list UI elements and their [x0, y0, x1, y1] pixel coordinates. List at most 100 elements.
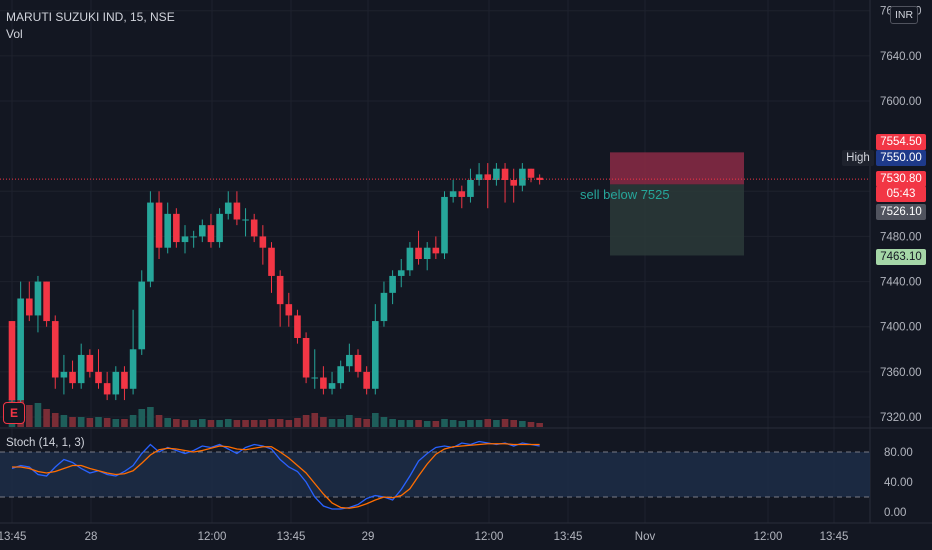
candle: [432, 236, 440, 259]
volume-bar: [69, 417, 76, 427]
candle-body: [302, 338, 310, 378]
stoch-band: [0, 452, 870, 497]
candle: [354, 349, 362, 378]
candle: [475, 163, 483, 186]
candle-body: [242, 219, 249, 221]
candle: [423, 242, 431, 271]
volume-bar: [380, 417, 388, 427]
position-tool[interactable]: [610, 152, 744, 256]
stoch-tick-label: 40.00: [884, 477, 913, 489]
candle-body: [320, 377, 327, 389]
candle-body: [43, 281, 50, 322]
volume-bar: [415, 420, 422, 427]
candle-body: [17, 298, 24, 401]
candle: [406, 242, 414, 276]
candle: [441, 191, 448, 259]
exchange-logo-icon[interactable]: E: [3, 402, 25, 424]
volume-bar: [302, 415, 310, 427]
candle: [207, 213, 215, 248]
volume-bar: [95, 417, 102, 427]
volume-bar: [519, 421, 526, 427]
candle-body: [294, 315, 301, 338]
candle-body: [69, 371, 76, 384]
stoch-tick-label: 0.00: [884, 507, 906, 519]
candle: [8, 321, 16, 406]
volume-bar: [190, 420, 197, 427]
candle: [276, 270, 284, 327]
candle: [363, 366, 370, 395]
volume-bar: [199, 419, 206, 427]
volume-bar: [320, 417, 327, 427]
volume-bar: [181, 420, 189, 427]
candle-body: [207, 225, 215, 243]
stop-loss-zone: [610, 152, 744, 185]
volume-bar: [354, 418, 362, 427]
high-tag: High: [842, 150, 874, 166]
time-axis[interactable]: 13:45 28 12:00 13:45 29 12:00 13:45 Nov 12:00 13:…: [0, 531, 848, 543]
price-tick-label: 7600.00: [880, 96, 922, 108]
time-tick-label: 12:00: [475, 531, 504, 543]
volume-bar: [259, 420, 267, 427]
volume-bar: [43, 409, 50, 427]
candle-body: [34, 281, 42, 316]
candle: [259, 225, 267, 265]
candle-body: [250, 219, 258, 237]
candle-body: [112, 371, 120, 395]
candle: [302, 332, 310, 384]
candle: [311, 349, 319, 389]
candle-body: [60, 371, 68, 378]
candle-body: [259, 236, 267, 248]
volume-bar: [458, 421, 466, 427]
volume-bar: [397, 420, 405, 427]
volume-bar: [26, 405, 33, 427]
stoch-d-line: [12, 443, 540, 509]
target-bottom-badge: 7463.10: [876, 249, 926, 265]
candle: [268, 242, 275, 293]
candle: [250, 213, 258, 243]
time-tick-label: Nov: [635, 531, 656, 543]
time-tick-label: 12:00: [754, 531, 783, 543]
candle: [510, 168, 517, 203]
candle: [415, 230, 422, 265]
volume-bar: [77, 417, 85, 427]
candle-body: [328, 383, 336, 389]
target-top-badge: 7554.50: [876, 134, 926, 150]
sell-annotation[interactable]: sell below 7525: [580, 187, 670, 202]
time-tick-label: 12:00: [198, 531, 227, 543]
volume-bar: [372, 413, 379, 427]
candle: [224, 191, 232, 220]
volume-bar: [103, 418, 111, 427]
candle: [26, 281, 33, 322]
candle: [501, 163, 509, 203]
time-tick-label: 13:45: [554, 531, 583, 543]
candle-body: [155, 202, 163, 248]
candle-body: [501, 168, 509, 180]
volume-bar: [242, 420, 249, 427]
volume-bar: [285, 420, 293, 427]
volume-bar: [34, 403, 42, 427]
candle-body: [432, 247, 440, 254]
stoch-pane: 80.00 40.00 0.00: [0, 440, 913, 519]
candle-body: [467, 180, 474, 197]
time-tick-label: 13:45: [0, 531, 26, 543]
candle-body: [8, 321, 16, 401]
stoch-tick-label: 80.00: [884, 447, 913, 459]
candle-body: [389, 275, 396, 293]
candle-body: [441, 196, 448, 254]
candle: [346, 343, 353, 372]
volume-bar: [363, 419, 370, 427]
candle: [493, 163, 500, 186]
volume-bar: [173, 419, 180, 427]
candle: [389, 270, 396, 305]
candle-body: [337, 366, 344, 384]
currency-badge[interactable]: INR: [890, 6, 918, 24]
candle: [484, 163, 492, 209]
volume-bar: [441, 419, 448, 427]
candle: [17, 281, 24, 406]
candle: [34, 275, 42, 333]
candle-body: [103, 383, 111, 395]
candle: [86, 349, 94, 378]
candle-body: [458, 191, 466, 197]
time-tick-label: 28: [85, 531, 98, 543]
